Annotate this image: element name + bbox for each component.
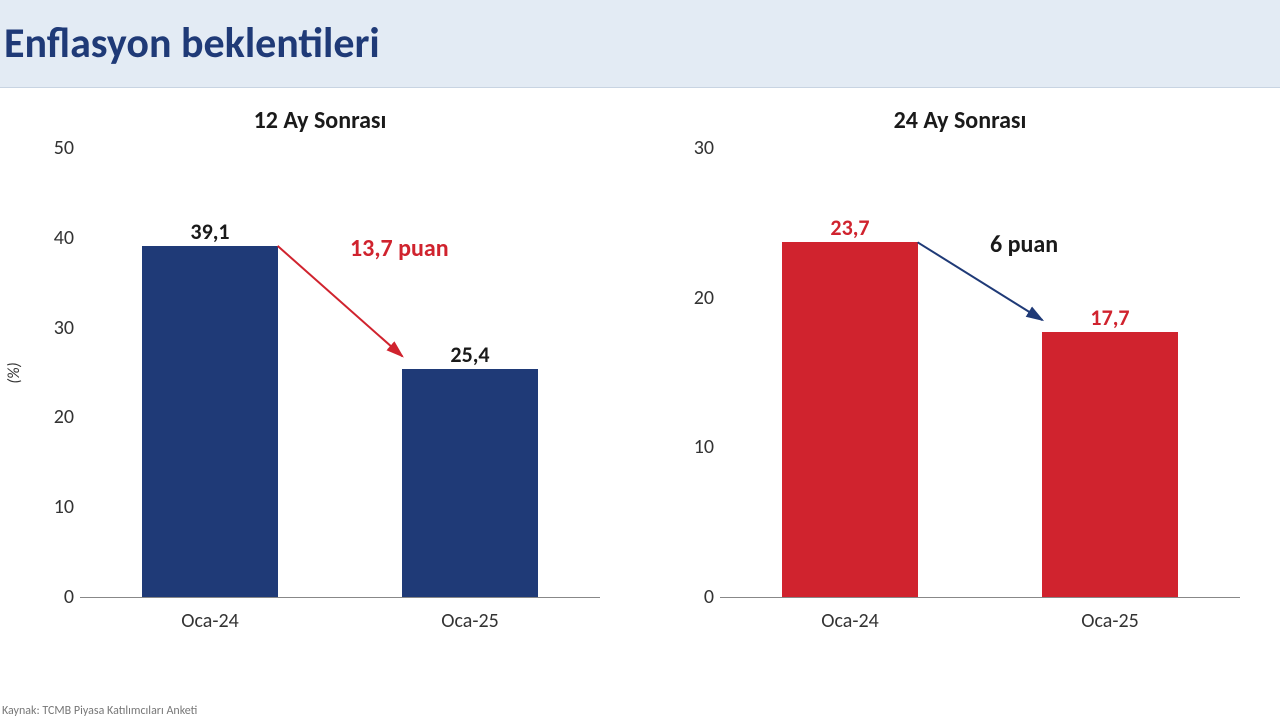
bar-right-1: 17,7 (1042, 332, 1177, 597)
chart-24-months: 24 Ay Sonrası 010203023,7Oca-2417,7Oca-2… (640, 98, 1280, 658)
y-tick: 10 (34, 495, 74, 519)
y-tick: 0 (674, 585, 714, 609)
y-tick: 30 (34, 316, 74, 340)
y-tick: 20 (34, 405, 74, 429)
bar-left-1: 25,4 (402, 369, 537, 597)
x-tick: Oca-25 (441, 609, 499, 633)
bar-value-label: 25,4 (450, 341, 489, 368)
bar-right-0: 23,7 (782, 242, 917, 597)
delta-label: 13,7 puan (350, 234, 449, 263)
plot-area-left: (%) 0102030405039,1Oca-2425,4Oca-2513,7 … (80, 148, 600, 598)
chart-title-left: 12 Ay Sonrası (0, 106, 640, 135)
y-tick: 10 (674, 435, 714, 459)
y-tick: 0 (34, 585, 74, 609)
delta-label: 6 puan (990, 230, 1058, 259)
y-tick: 50 (34, 136, 74, 160)
y-axis-label-left: (%) (5, 362, 24, 383)
y-tick: 30 (674, 136, 714, 160)
page-header: Enflasyon beklentileri (0, 0, 1280, 88)
x-tick: Oca-24 (181, 609, 239, 633)
y-tick: 40 (34, 226, 74, 250)
chart-title-right: 24 Ay Sonrası (640, 106, 1280, 135)
source-note: Kaynak: TCMB Piyasa Katılımcıları Anketi (2, 704, 197, 718)
page-title: Enflasyon beklentileri (4, 18, 1276, 69)
x-tick: Oca-25 (1081, 609, 1139, 633)
chart-12-months: 12 Ay Sonrası (%) 0102030405039,1Oca-242… (0, 98, 640, 658)
plot-area-right: 010203023,7Oca-2417,7Oca-256 puan (720, 148, 1240, 598)
bar-value-label: 23,7 (830, 214, 869, 241)
x-tick: Oca-24 (821, 609, 879, 633)
bar-left-0: 39,1 (142, 246, 277, 597)
charts-row: 12 Ay Sonrası (%) 0102030405039,1Oca-242… (0, 98, 1280, 658)
y-tick: 20 (674, 286, 714, 310)
bar-value-label: 39,1 (190, 218, 229, 245)
bar-value-label: 17,7 (1090, 304, 1129, 331)
